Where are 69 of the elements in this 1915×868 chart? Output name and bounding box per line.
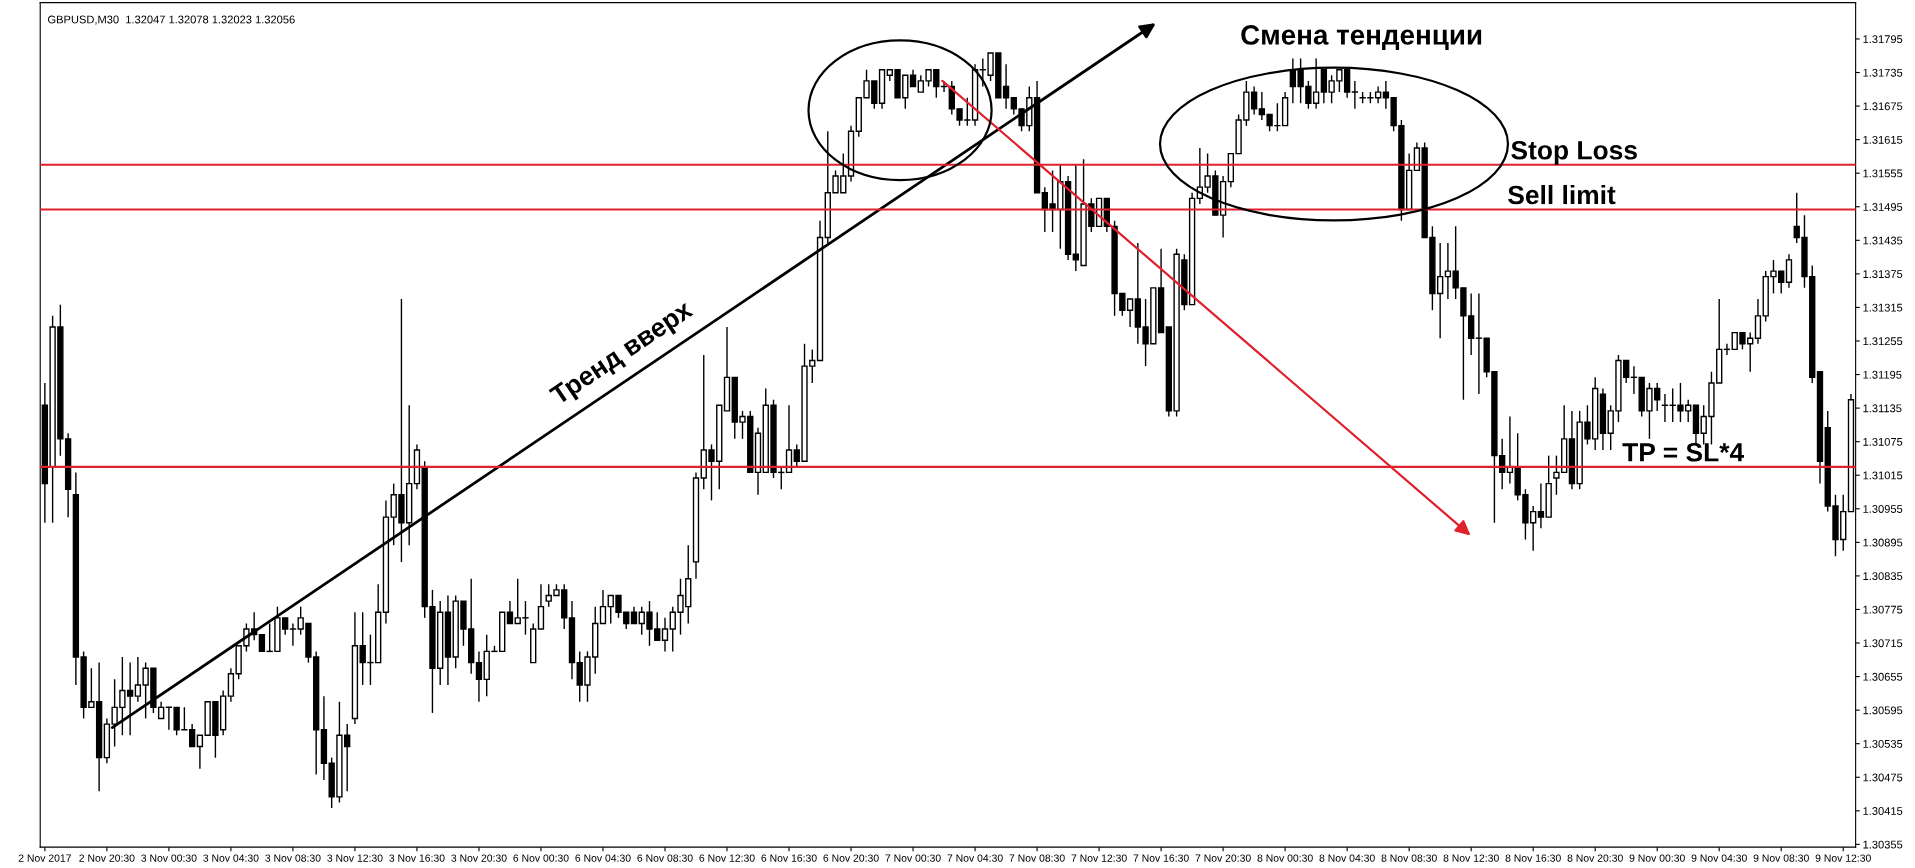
y-tick-label: 1.30955 — [1863, 505, 1903, 513]
x-tick-label: 8 Nov 12:30 — [1443, 854, 1499, 862]
annotation: Смена тенденции — [1241, 25, 1482, 51]
x-tick-label: 8 Nov 00:30 — [1257, 854, 1313, 862]
candlestick — [1002, 63, 1010, 110]
ref-line-label: Stop Loss — [1511, 140, 1637, 165]
x-tick-label: 6 Nov 20:30 — [823, 854, 879, 862]
y-tick-label: 1.30895 — [1863, 538, 1903, 547]
x-tick-label: 8 Nov 16:30 — [1505, 854, 1561, 862]
x-tick-label: 6 Nov 08:30 — [637, 854, 693, 862]
y-tick-label: 1.30835 — [1863, 572, 1903, 581]
x-tick-label: 3 Nov 04:30 — [203, 854, 259, 862]
x-tick-label: 8 Nov 04:30 — [1319, 854, 1375, 862]
x-tick-label: 6 Nov 00:30 — [513, 854, 569, 862]
x-tick-label: 7 Nov 08:30 — [1009, 854, 1065, 862]
y-tick-label: 1.30775 — [1863, 605, 1903, 614]
y-tick-label: 1.31195 — [1863, 370, 1902, 379]
x-tick-label: 9 Nov 08:30 — [1753, 854, 1809, 862]
x-tick-label: 9 Nov 00:30 — [1629, 854, 1685, 862]
y-tick-label: 1.30655 — [1863, 672, 1903, 681]
y-tick-label: 1.31015 — [1863, 471, 1903, 480]
candlestick — [537, 583, 545, 630]
candlestick — [1754, 298, 1762, 345]
text: GBPUSD,M30 1.32047 1.32078 1.32023 1.32056 — [48, 15, 295, 25]
y-tick-label: 1.30595 — [1863, 706, 1903, 715]
y-tick-label: 1.31495 — [1863, 203, 1903, 211]
x-tick-label: 8 Nov 20:30 — [1567, 854, 1623, 862]
y-tick-label: 1.30355 — [1863, 840, 1903, 849]
x-tick-label: 7 Nov 20:30 — [1195, 854, 1251, 862]
x-tick-label: 2 Nov 20:30 — [79, 854, 135, 862]
x-tick-label: 3 Nov 08:30 — [265, 854, 321, 862]
y-tick-label: 1.31555 — [1863, 169, 1903, 178]
candlestick — [1351, 80, 1359, 110]
y-tick-label: 1.31315 — [1863, 303, 1903, 312]
x-tick-label: 9 Nov 04:30 — [1691, 854, 1747, 862]
ref-line-label: TP = SL*4 — [1622, 442, 1745, 462]
y-tick-label: 1.31435 — [1863, 236, 1903, 245]
x-tick-label: 9 Nov 12:30 — [1815, 854, 1871, 862]
y-tick-label: 1.31795 — [1863, 35, 1903, 44]
y-tick-label: 1.31735 — [1863, 68, 1903, 77]
x-tick-label: 7 Nov 16:30 — [1133, 854, 1189, 862]
y-tick-label: 1.31675 — [1863, 102, 1903, 111]
x-tick-label: 7 Nov 12:30 — [1071, 854, 1127, 862]
x-tick-label: 6 Nov 04:30 — [575, 854, 631, 862]
x-tick-label: 3 Nov 16:30 — [389, 854, 445, 862]
x-tick-label: 3 Nov 00:30 — [141, 854, 197, 862]
x-tick-label: 8 Nov 08:30 — [1381, 854, 1437, 862]
y-tick-label: 1.31135 — [1863, 404, 1902, 413]
y-tick-label: 1.31075 — [1863, 437, 1903, 446]
y-tick-label: 1.30415 — [1863, 807, 1903, 815]
x-tick-label: 3 Nov 12:30 — [327, 854, 383, 862]
y-tick-label: 1.30475 — [1863, 773, 1903, 782]
ref-line-label: Sell limit — [1508, 184, 1616, 205]
x-tick-label: 6 Nov 12:30 — [699, 854, 755, 862]
candlestick — [506, 600, 514, 625]
y-tick-label: 1.30715 — [1863, 639, 1903, 648]
y-tick-label: 1.30535 — [1863, 739, 1903, 748]
x-tick-label: 3 Nov 20:30 — [451, 854, 507, 862]
x-tick-label: 6 Nov 16:30 — [761, 854, 817, 862]
x-tick-label: 2 Nov 2017 — [18, 854, 71, 862]
candlestick — [599, 589, 607, 625]
x-tick-label: 7 Nov 00:30 — [885, 854, 941, 862]
candlestick — [661, 617, 669, 653]
y-tick-label: 1.31375 — [1863, 270, 1903, 279]
candlestick — [1785, 253, 1793, 289]
x-tick-label: 7 Nov 04:30 — [947, 854, 1003, 862]
y-tick-label: 1.31615 — [1863, 135, 1903, 144]
y-tick-label: 1.31255 — [1863, 337, 1903, 346]
candlestick — [475, 650, 483, 703]
